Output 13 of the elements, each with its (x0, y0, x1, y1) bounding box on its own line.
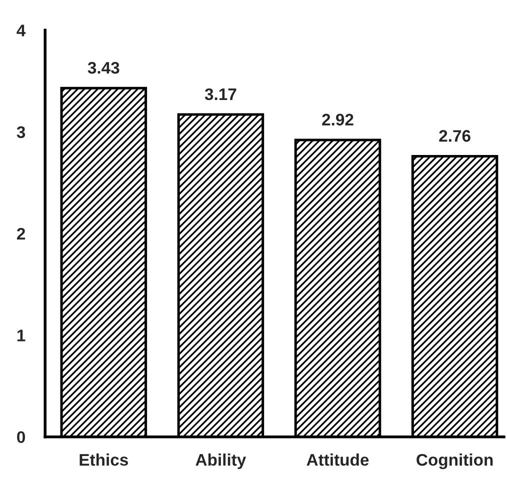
x-tick-label: Ethics (80, 454, 128, 466)
y-tick-label: 1 (17, 330, 26, 342)
x-tick-label: Ability (196, 454, 246, 470)
y-tick-label: 0 (17, 431, 25, 444)
data-label: 2.76 (439, 130, 470, 142)
y-tick-label: 2 (16, 228, 26, 240)
data-label: 2.92 (322, 114, 354, 126)
data-label: 3.17 (204, 88, 236, 100)
x-tick-label: Cognition (416, 454, 493, 470)
x-tick-label: Attitude (306, 454, 369, 466)
y-tick-label: 3 (16, 126, 26, 138)
data-label: 3.43 (88, 62, 120, 74)
y-tick-label: 4 (16, 24, 26, 36)
